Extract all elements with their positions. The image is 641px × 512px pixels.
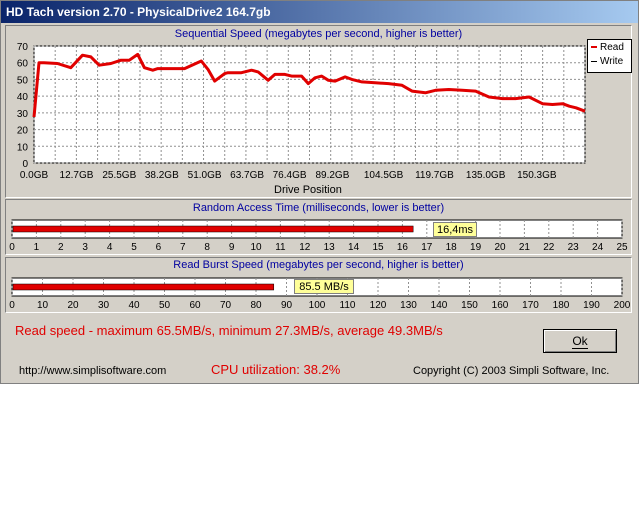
window-title: HD Tach version 2.70 - PhysicalDrive2 16… [6, 5, 271, 19]
burst-speed-tick-label: 10 [37, 300, 49, 311]
legend-write: Write [591, 56, 623, 68]
random-access-tick-label: 4 [107, 242, 113, 253]
random-access-tick-label: 22 [543, 242, 555, 253]
burst-speed-tick-label: 130 [400, 300, 417, 311]
burst-speed-panel: Read Burst Speed (megabytes per second, … [5, 257, 632, 313]
random-access-tick-label: 0 [9, 242, 15, 253]
y-tick-label: 10 [17, 142, 29, 153]
burst-speed-tick-label: 150 [461, 300, 478, 311]
sequential-speed-title: Sequential Speed (megabytes per second, … [174, 28, 463, 40]
y-tick-label: 50 [17, 75, 29, 86]
burst-speed-tick-label: 70 [220, 300, 232, 311]
burst-speed-tick-label: 110 [340, 300, 356, 311]
random-access-tick-label: 14 [348, 242, 360, 253]
burst-speed-tick-label: 40 [128, 300, 140, 311]
read-line-icon [591, 46, 597, 49]
random-access-tick-label: 1 [34, 242, 40, 253]
random-access-value-badge: 16,4ms [433, 222, 477, 237]
x-tick-label: 135.0GB [466, 170, 506, 181]
random-access-tick-label: 11 [275, 242, 286, 253]
x-tick-label: 12.7GB [60, 170, 94, 181]
sequential-speed-panel: Sequential Speed (megabytes per second, … [5, 25, 632, 198]
cpu-utilization: CPU utilization: 38.2% [211, 362, 341, 377]
burst-speed-tick-label: 170 [522, 300, 539, 311]
burst-speed-tick-label: 180 [553, 300, 570, 311]
random-access-tick-label: 7 [180, 242, 186, 253]
random-access-tick-label: 16 [397, 242, 409, 253]
random-access-tick-label: 15 [372, 242, 384, 253]
read-series-line [32, 52, 586, 118]
read-speed-summary: Read speed - maximum 65.5MB/s, minimum 2… [15, 323, 443, 338]
random-access-tick-label: 3 [82, 242, 88, 253]
ok-button-label: Ok [572, 334, 588, 349]
burst-speed-tick-label: 90 [281, 300, 293, 311]
x-tick-label: 119.7GB [415, 170, 454, 181]
burst-speed-tick-label: 100 [309, 300, 326, 311]
burst-speed-tick-label: 80 [250, 300, 262, 311]
legend-read: Read [591, 42, 624, 54]
burst-speed-tick-label: 120 [370, 300, 387, 311]
random-access-tick-label: 9 [229, 242, 235, 253]
random-access-tick-label: 17 [421, 242, 433, 253]
random-access-tick-label: 6 [156, 242, 162, 253]
burst-speed-tick-label: 200 [614, 300, 631, 311]
ok-button[interactable]: Ok [543, 329, 617, 353]
burst-speed-tick-label: 190 [583, 300, 600, 311]
burst-speed-value-bar [12, 283, 275, 291]
random-access-tick-label: 24 [592, 242, 604, 253]
random-access-tick-label: 10 [250, 242, 262, 253]
random-access-tick-label: 2 [58, 242, 64, 253]
x-tick-label: 38.2GB [145, 170, 179, 181]
y-tick-label: 0 [22, 159, 28, 170]
y-tick-label: 60 [17, 59, 29, 70]
burst-speed-value-badge: 85.5 MB/s [294, 279, 354, 294]
random-access-tick-label: 19 [470, 242, 482, 253]
x-tick-label: 89.2GB [315, 170, 349, 181]
burst-speed-tick-label: 20 [67, 300, 79, 311]
x-tick-label: 25.5GB [102, 170, 136, 181]
random-access-tick-label: 20 [494, 242, 506, 253]
burst-speed-tick-label: 60 [189, 300, 201, 311]
random-access-tick-label: 21 [519, 242, 531, 253]
random-access-bar-chart: 0 1 2 3 4 5 6 7 8 9 10 11 12 13 14 15 16 17 18 19 20 21 22 23 24… [9, 219, 628, 253]
random-access-value-bar [12, 225, 414, 233]
burst-speed-tick-label: 30 [98, 300, 110, 311]
burst-speed-tick-label: 160 [492, 300, 509, 311]
sequential-speed-chart: 0 10 20 30 40 50 60 70 0.0GB 12.7GB 25.5GB 38.2GB 51… [17, 42, 586, 181]
burst-speed-tick-label: 50 [159, 300, 171, 311]
website-link[interactable]: http://www.simplisoftware.com [19, 365, 167, 377]
burst-speed-title: Read Burst Speed (megabytes per second, … [173, 259, 464, 271]
random-access-tick-label: 18 [446, 242, 458, 253]
random-access-tick-label: 25 [616, 242, 628, 253]
random-access-tick-label: 5 [131, 242, 137, 253]
legend-write-label: Write [600, 56, 624, 67]
random-access-tick-label: 8 [204, 242, 210, 253]
chart-legend: Read Write [587, 39, 632, 73]
title-bar[interactable]: HD Tach version 2.70 - PhysicalDrive2 16… [1, 1, 638, 23]
random-access-tick-label: 13 [324, 242, 336, 253]
random-access-tick-label: 12 [299, 242, 311, 253]
drive-position-label: Drive Position [274, 184, 342, 196]
legend-read-label: Read [600, 42, 624, 53]
x-tick-label: 76.4GB [273, 170, 307, 181]
x-tick-label: 0.0GB [20, 170, 49, 181]
x-tick-label: 104.5GB [364, 170, 404, 181]
random-access-tick-label: 23 [568, 242, 580, 253]
y-tick-label: 40 [17, 92, 29, 103]
random-access-title: Random Access Time (milliseconds, lower … [192, 202, 445, 214]
hd-tach-window: HD Tach version 2.70 - PhysicalDrive2 16… [0, 0, 639, 384]
copyright-text: Copyright (C) 2003 Simpli Software, Inc. [413, 365, 610, 377]
x-tick-label: 150.3GB [517, 170, 557, 181]
write-line-icon [591, 60, 597, 62]
x-tick-label: 63.7GB [230, 170, 264, 181]
random-access-panel: Random Access Time (milliseconds, lower … [5, 199, 632, 255]
x-tick-label: 51.0GB [188, 170, 222, 181]
y-tick-label: 70 [17, 42, 29, 53]
y-tick-label: 20 [17, 126, 29, 137]
y-tick-label: 30 [17, 109, 29, 120]
burst-speed-tick-label: 140 [431, 300, 448, 311]
burst-speed-tick-label: 0 [9, 300, 15, 311]
